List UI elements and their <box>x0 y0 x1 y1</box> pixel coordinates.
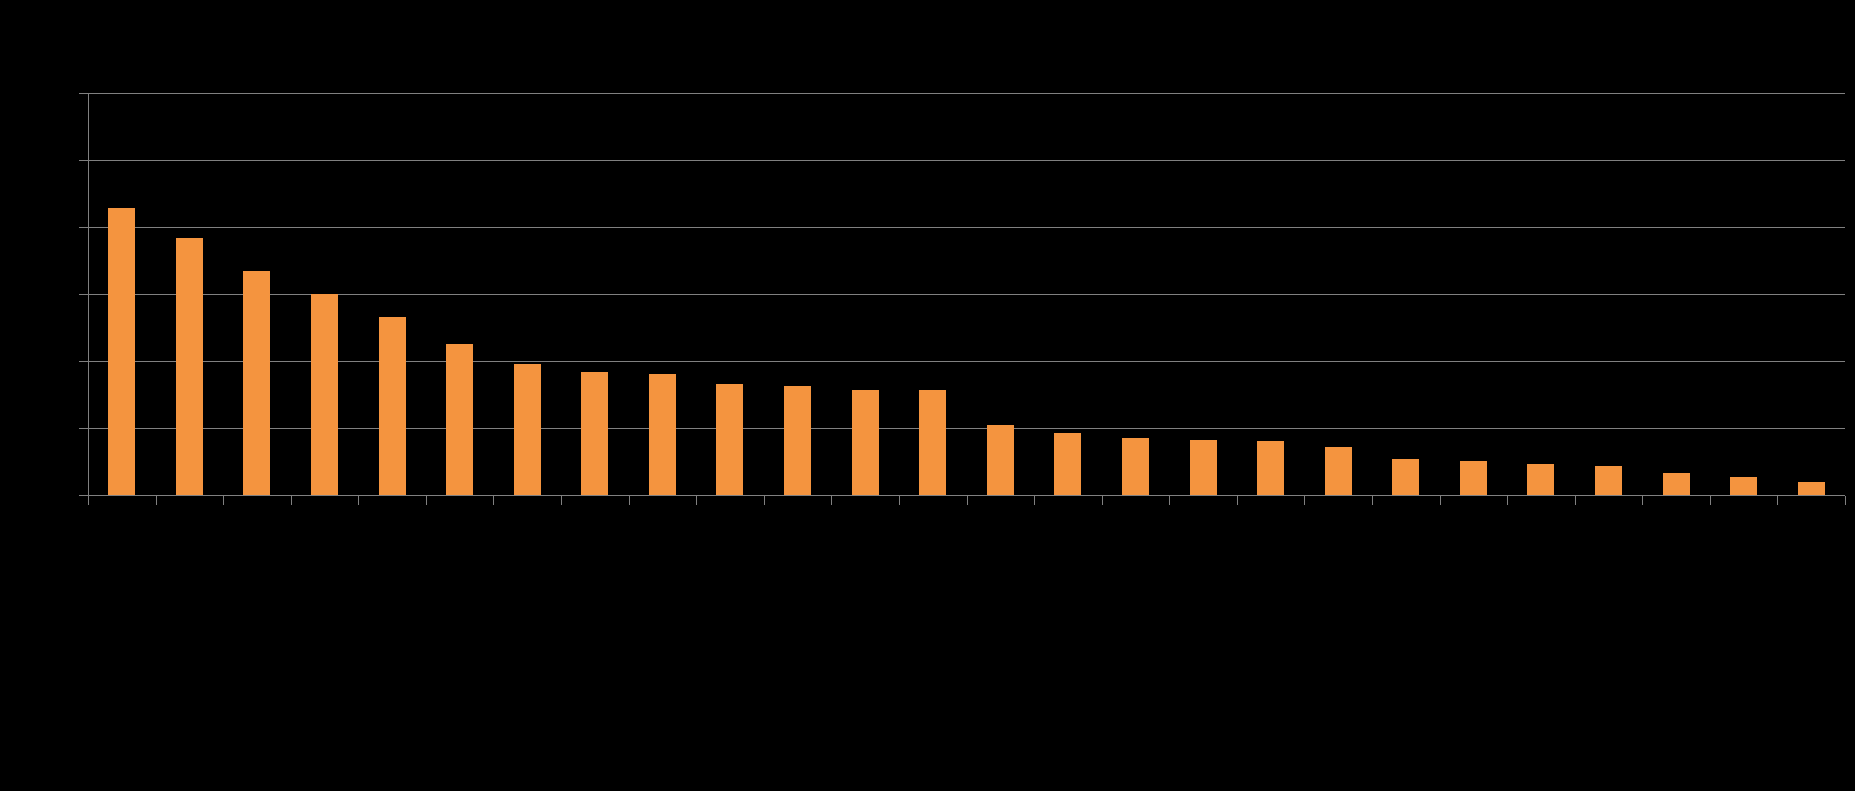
bar[interactable] <box>1257 441 1284 495</box>
x-axis-tick <box>1777 496 1778 505</box>
bar[interactable] <box>1730 477 1757 495</box>
bar[interactable] <box>1663 473 1690 495</box>
bar[interactable] <box>987 425 1014 495</box>
y-axis-tick <box>79 294 88 295</box>
bar[interactable] <box>108 208 135 495</box>
bar[interactable] <box>716 384 743 495</box>
gridline <box>88 93 1845 94</box>
bar[interactable] <box>176 238 203 495</box>
x-axis-tick <box>561 496 562 505</box>
bar[interactable] <box>1527 464 1554 495</box>
plot-area <box>88 93 1845 495</box>
x-axis-tick <box>764 496 765 505</box>
x-axis-tick <box>1304 496 1305 505</box>
bar[interactable] <box>1054 433 1081 495</box>
x-axis-tick <box>1440 496 1441 505</box>
x-axis-tick <box>88 496 89 505</box>
x-axis-tick <box>1845 496 1846 505</box>
gridline <box>88 160 1845 161</box>
x-axis-tick <box>1169 496 1170 505</box>
bar[interactable] <box>311 294 338 495</box>
bar[interactable] <box>514 364 541 495</box>
x-axis-tick <box>1710 496 1711 505</box>
y-axis-tick <box>79 495 88 496</box>
bar[interactable] <box>919 390 946 495</box>
x-axis-tick <box>1575 496 1576 505</box>
y-axis-tick <box>79 160 88 161</box>
bar[interactable] <box>1392 459 1419 495</box>
bar[interactable] <box>1122 438 1149 495</box>
bar[interactable] <box>1325 447 1352 495</box>
x-axis-tick <box>831 496 832 505</box>
bar[interactable] <box>784 386 811 495</box>
gridline <box>88 361 1845 362</box>
x-axis-tick <box>1642 496 1643 505</box>
x-axis-line <box>88 495 1845 496</box>
bar[interactable] <box>1460 461 1487 495</box>
x-axis-tick <box>156 496 157 505</box>
y-axis-tick <box>79 428 88 429</box>
x-axis-tick <box>1034 496 1035 505</box>
x-axis-tick <box>426 496 427 505</box>
x-axis-tick <box>493 496 494 505</box>
y-axis-tick <box>79 227 88 228</box>
bar[interactable] <box>379 317 406 495</box>
bar[interactable] <box>649 374 676 495</box>
x-axis-tick <box>358 496 359 505</box>
bar[interactable] <box>1190 440 1217 495</box>
x-axis-tick <box>1237 496 1238 505</box>
x-axis-tick <box>696 496 697 505</box>
bar[interactable] <box>581 372 608 495</box>
x-axis-tick <box>899 496 900 505</box>
x-axis-tick <box>1507 496 1508 505</box>
x-axis-tick <box>223 496 224 505</box>
y-axis-line <box>88 93 89 496</box>
bar[interactable] <box>852 390 879 495</box>
x-axis-tick <box>1372 496 1373 505</box>
x-axis-tick <box>967 496 968 505</box>
x-axis-tick <box>291 496 292 505</box>
gridline <box>88 227 1845 228</box>
x-axis-tick <box>1102 496 1103 505</box>
y-axis-tick <box>79 93 88 94</box>
bar[interactable] <box>446 344 473 495</box>
gridline <box>88 428 1845 429</box>
x-axis-tick <box>629 496 630 505</box>
y-axis-tick <box>79 361 88 362</box>
gridline <box>88 294 1845 295</box>
bar[interactable] <box>243 271 270 495</box>
bar[interactable] <box>1798 482 1825 495</box>
bar[interactable] <box>1595 466 1622 495</box>
